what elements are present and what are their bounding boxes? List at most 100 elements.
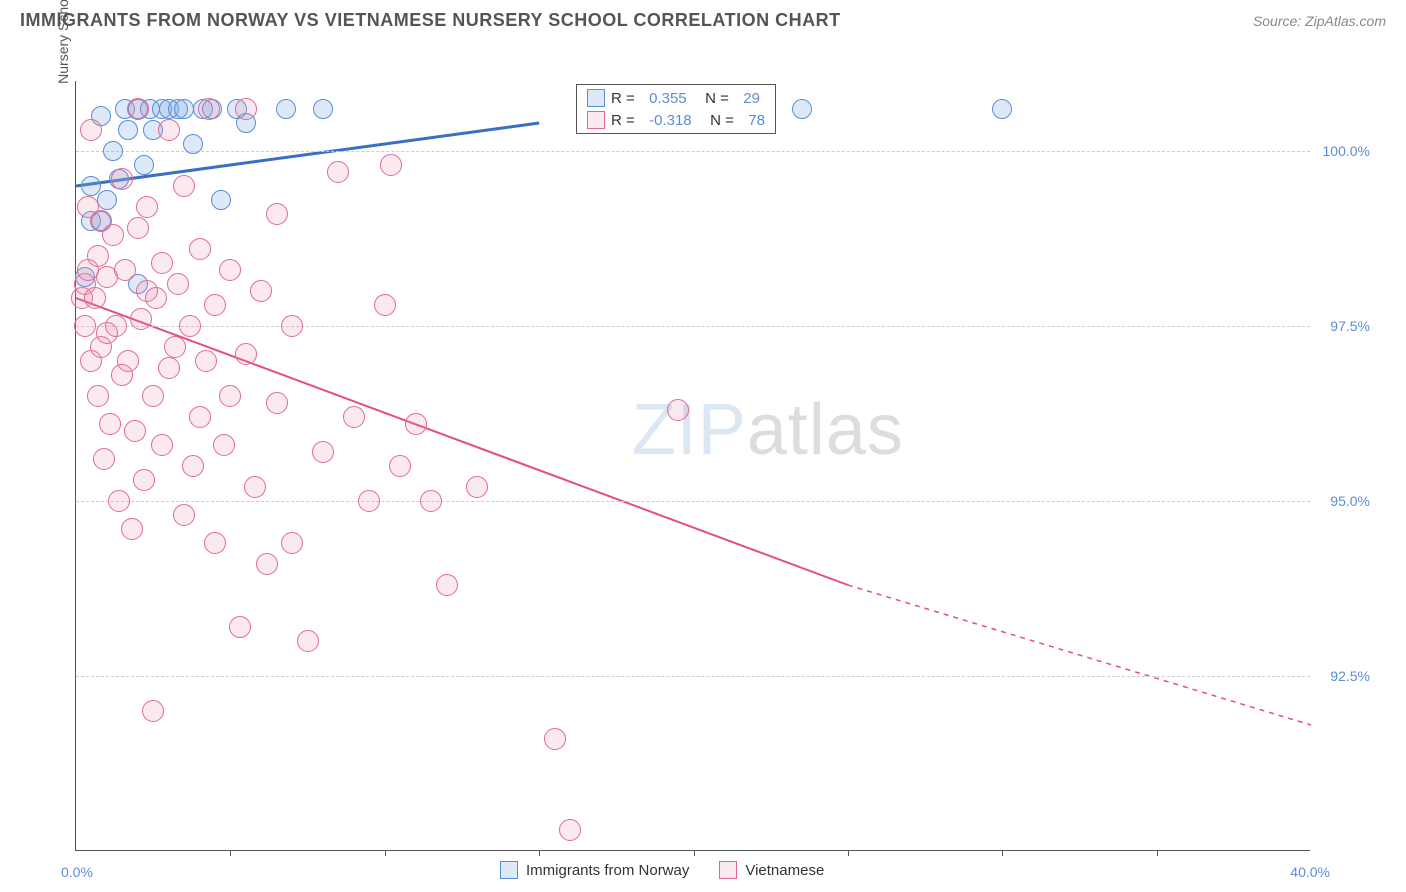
data-point — [124, 420, 146, 442]
data-point — [164, 336, 186, 358]
trend-lines — [76, 81, 1311, 851]
data-point — [133, 469, 155, 491]
data-point — [256, 553, 278, 575]
data-point — [158, 357, 180, 379]
data-point — [276, 99, 296, 119]
data-point — [389, 455, 411, 477]
legend-swatch — [587, 111, 605, 129]
data-point — [121, 518, 143, 540]
page-title: IMMIGRANTS FROM NORWAY VS VIETNAMESE NUR… — [20, 10, 841, 31]
data-point — [142, 385, 164, 407]
data-point — [117, 350, 139, 372]
data-point — [118, 120, 138, 140]
watermark-bold: ZIP — [632, 390, 747, 470]
r-value: -0.318 — [645, 112, 692, 129]
series-legend-item: Immigrants from Norway — [500, 861, 689, 879]
x-min-label: 0.0% — [61, 864, 93, 880]
data-point — [235, 343, 257, 365]
n-label: N = — [693, 90, 733, 107]
data-point — [108, 490, 130, 512]
gridline — [76, 501, 1310, 502]
data-point — [97, 190, 117, 210]
data-point — [544, 728, 566, 750]
data-point — [167, 273, 189, 295]
data-point — [667, 399, 689, 421]
data-point — [114, 259, 136, 281]
data-point — [130, 308, 152, 330]
data-point — [466, 476, 488, 498]
data-point — [244, 476, 266, 498]
n-value: 78 — [744, 112, 765, 129]
x-tick — [230, 850, 231, 856]
series-name: Vietnamese — [745, 862, 824, 879]
r-label: R = — [611, 112, 639, 129]
data-point — [93, 448, 115, 470]
data-point — [235, 98, 257, 120]
data-point — [358, 490, 380, 512]
source-credit: Source: ZipAtlas.com — [1253, 13, 1386, 29]
x-tick — [694, 850, 695, 856]
x-tick — [1002, 850, 1003, 856]
series-legend: Immigrants from Norway Vietnamese — [500, 861, 824, 879]
data-point — [105, 315, 127, 337]
data-point — [74, 315, 96, 337]
data-point — [195, 350, 217, 372]
x-tick — [1157, 850, 1158, 856]
data-point — [374, 294, 396, 316]
data-point — [380, 154, 402, 176]
data-point — [229, 616, 251, 638]
y-tick-label: 92.5% — [1330, 668, 1370, 684]
data-point — [297, 630, 319, 652]
data-point — [99, 413, 121, 435]
gridline — [76, 151, 1310, 152]
data-point — [281, 532, 303, 554]
plot-area: ZIPatlas R = 0.355 N = 29R = -0.318 N = … — [75, 81, 1310, 851]
data-point — [313, 99, 333, 119]
y-tick-label: 95.0% — [1330, 493, 1370, 509]
x-max-label: 40.0% — [1290, 864, 1330, 880]
data-point — [151, 434, 173, 456]
data-point — [327, 161, 349, 183]
data-point — [992, 99, 1012, 119]
data-point — [266, 203, 288, 225]
data-point — [312, 441, 334, 463]
data-point — [250, 280, 272, 302]
data-point — [281, 315, 303, 337]
data-point — [405, 413, 427, 435]
data-point — [213, 434, 235, 456]
watermark-thin: atlas — [747, 390, 904, 470]
x-tick — [848, 850, 849, 856]
data-point — [173, 504, 195, 526]
y-tick-label: 97.5% — [1330, 318, 1370, 334]
gridline — [76, 326, 1310, 327]
legend-row: R = -0.318 N = 78 — [587, 109, 765, 131]
data-point — [266, 392, 288, 414]
data-point — [792, 99, 812, 119]
data-point — [158, 119, 180, 141]
data-point — [84, 287, 106, 309]
series-legend-item: Vietnamese — [719, 861, 824, 879]
data-point — [127, 98, 149, 120]
n-value: 29 — [739, 90, 760, 107]
data-point — [87, 385, 109, 407]
data-point — [102, 224, 124, 246]
legend-swatch — [719, 861, 737, 879]
legend-row: R = 0.355 N = 29 — [587, 87, 765, 109]
data-point — [87, 245, 109, 267]
series-name: Immigrants from Norway — [526, 862, 689, 879]
gridline — [76, 676, 1310, 677]
legend-swatch — [587, 89, 605, 107]
data-point — [134, 155, 154, 175]
legend-swatch — [500, 861, 518, 879]
data-point — [420, 490, 442, 512]
data-point — [182, 455, 204, 477]
r-value: 0.355 — [645, 90, 687, 107]
x-tick — [539, 850, 540, 856]
data-point — [142, 700, 164, 722]
data-point — [559, 819, 581, 841]
data-point — [204, 532, 226, 554]
n-label: N = — [698, 112, 738, 129]
data-point — [343, 406, 365, 428]
data-point — [189, 238, 211, 260]
data-point — [174, 99, 194, 119]
